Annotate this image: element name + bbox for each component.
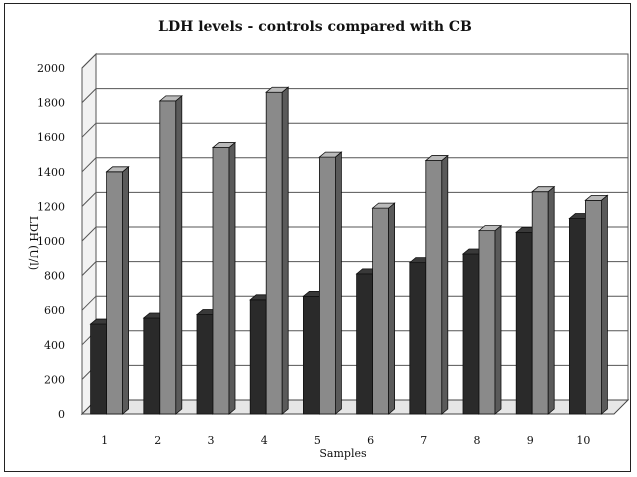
bar-front: [356, 273, 374, 415]
bar-front: [265, 91, 283, 415]
y-tick-label: 0: [58, 408, 65, 421]
y-axis-label: LDH (U/l): [27, 216, 40, 270]
gridline: [81, 295, 628, 311]
bar-front: [302, 295, 320, 415]
y-tick-label: 200: [44, 373, 65, 386]
y-tick-label: 1000: [37, 235, 65, 248]
gridline: [81, 191, 628, 207]
bar-front: [515, 231, 533, 415]
x-tick-label: 8: [474, 434, 481, 447]
bar-front: [585, 199, 602, 415]
bar-front: [196, 314, 214, 415]
bar-side: [601, 194, 608, 415]
y-tick-label: 1400: [37, 166, 65, 179]
bar-side: [228, 141, 236, 415]
x-tick-label: 7: [420, 434, 427, 447]
bar-top: [158, 95, 183, 102]
bar-front: [569, 218, 586, 415]
y-tick-label: 2000: [37, 62, 65, 75]
bar-series2-sample-10: [584, 194, 609, 415]
gridline: [81, 226, 628, 242]
bar-front: [318, 156, 336, 415]
gridline: [81, 88, 628, 103]
bar-top: [265, 86, 290, 93]
gridline: [81, 261, 628, 276]
bar-series2-sample-3: [211, 141, 237, 415]
bar-front: [212, 147, 230, 415]
bar-top: [531, 186, 556, 193]
bar-side: [494, 224, 502, 415]
x-axis-label: Samples: [319, 447, 367, 460]
bar-front: [478, 230, 496, 415]
bar-front: [159, 100, 177, 415]
chart-bars: [89, 86, 609, 415]
chart-title: LDH levels - controls compared with CB: [158, 19, 472, 35]
x-tick-label: 4: [261, 434, 268, 447]
bar-top: [371, 202, 396, 209]
bar-front: [90, 323, 107, 415]
x-tick-label: 6: [367, 434, 374, 447]
bar-series2-sample-7: [424, 154, 449, 415]
bar-side: [122, 165, 130, 415]
gridline: [81, 53, 628, 69]
bar-series2-sample-9: [531, 185, 556, 415]
bar-series2-sample-2: [158, 95, 183, 415]
bar-front: [531, 191, 549, 415]
bar-side: [281, 86, 289, 415]
bar-side: [334, 151, 342, 415]
x-tick-label: 10: [576, 434, 590, 447]
bar-side: [388, 202, 396, 415]
x-tick-label: 5: [314, 434, 321, 447]
x-tick-label: 3: [208, 434, 215, 447]
bar-top: [477, 225, 503, 232]
gridline: [81, 157, 628, 173]
x-tick-label: 1: [101, 434, 108, 447]
bar-front: [462, 253, 480, 415]
y-tick-label: 1600: [37, 131, 65, 144]
y-tick-label: 800: [44, 270, 65, 283]
bar-side: [175, 95, 183, 415]
chart-axes: 0 200 400 600 800 1000 1200 1400 1600 1800 2000 1 2 3…: [37, 62, 590, 447]
bar-side: [547, 185, 555, 415]
bar-side: [441, 154, 449, 415]
x-tick-label: 9: [527, 434, 534, 447]
bar-top: [584, 194, 609, 201]
y-tick-label: 1200: [37, 200, 65, 213]
bar-series2-sample-1: [105, 165, 130, 415]
bar-top: [105, 166, 130, 173]
bar-front: [143, 317, 161, 415]
bar-front: [372, 207, 390, 415]
bar-front: [249, 299, 267, 415]
gridline: [81, 122, 628, 138]
y-tick-label: 600: [44, 304, 65, 317]
bar-series2-sample-5: [318, 151, 343, 415]
y-tick-label: 400: [44, 339, 65, 352]
bar-top: [318, 151, 343, 158]
bar-front: [106, 171, 123, 415]
bar-series2-sample-4: [265, 86, 290, 415]
bar-top: [211, 142, 237, 148]
bar-front: [425, 160, 443, 415]
bar-series2-sample-8: [477, 224, 503, 415]
x-tick-label: 2: [154, 434, 161, 447]
y-tick-label: 1800: [37, 97, 65, 110]
bar-top: [424, 155, 449, 161]
bar-series2-sample-6: [371, 202, 396, 415]
bar-front: [409, 262, 427, 415]
